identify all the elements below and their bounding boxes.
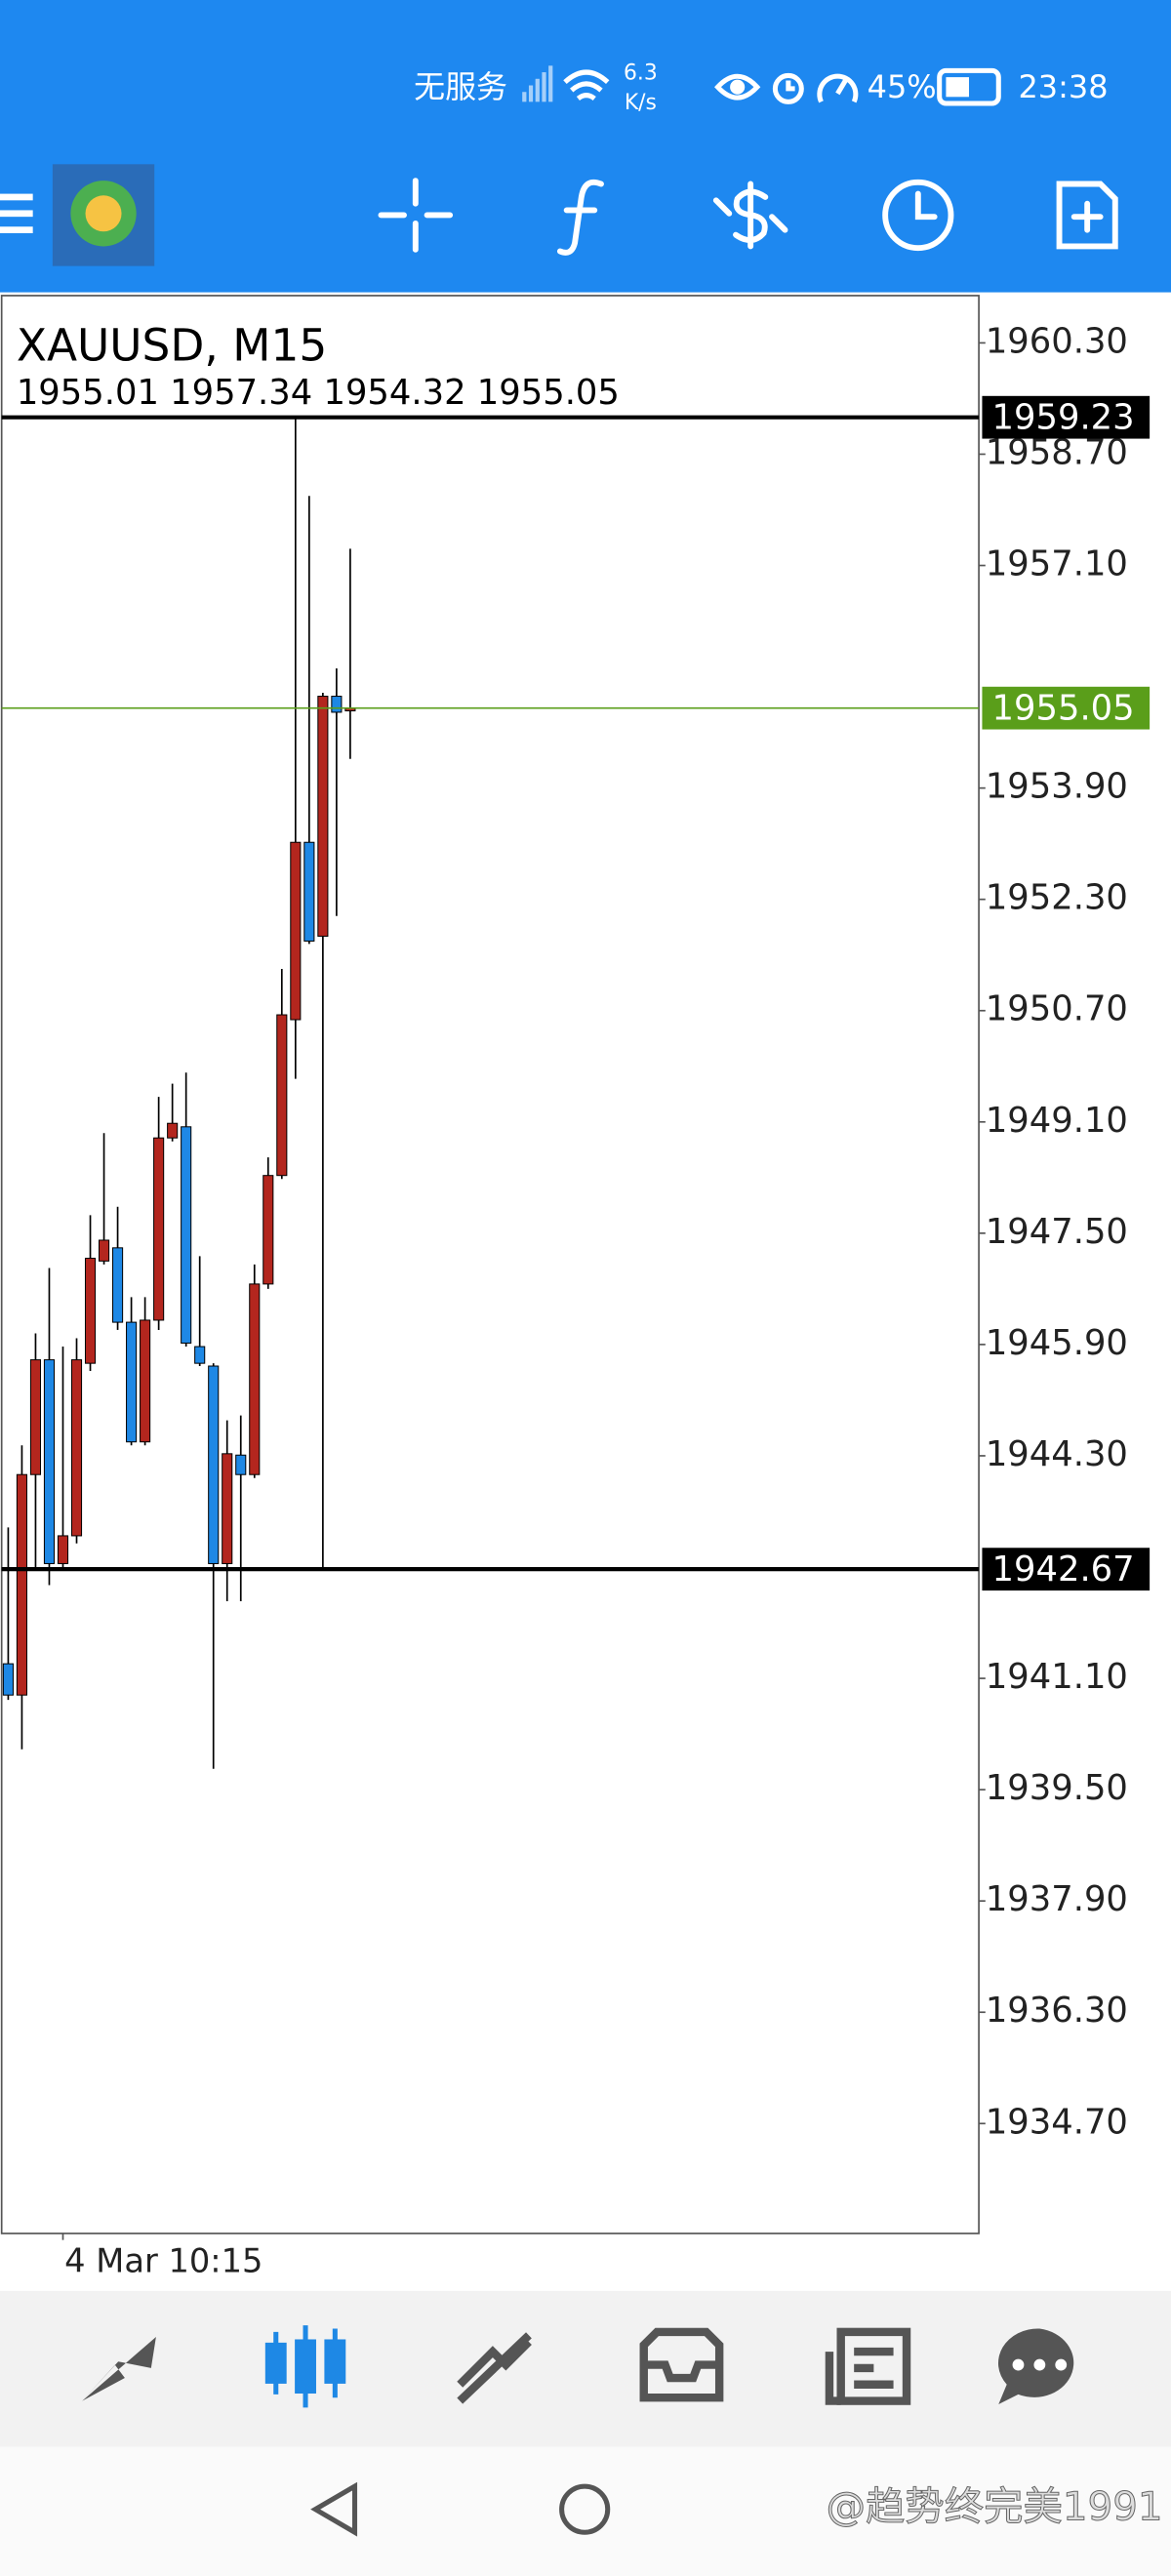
y-tick-label: 1950.70	[986, 989, 1128, 1029]
crosshair-button[interactable]	[378, 178, 454, 253]
y-tick-label: 1947.50	[986, 1212, 1128, 1252]
y-tick-label: 1958.70	[986, 432, 1128, 472]
candle-body	[235, 1454, 247, 1475]
candle-body	[29, 1359, 42, 1475]
y-tick-label: 1941.10	[986, 1657, 1128, 1697]
chart-frame	[0, 295, 980, 2234]
price-label-box	[982, 1548, 1151, 1591]
history-button[interactable]	[882, 179, 954, 252]
trade-button[interactable]	[712, 181, 788, 250]
candle-body	[70, 1359, 83, 1537]
candle-body	[126, 1321, 138, 1443]
candle-body	[84, 1258, 97, 1364]
watermark: @趋势终完美1991	[827, 2484, 1163, 2530]
price-label-box	[982, 686, 1151, 730]
y-tick-label: 1960.30	[986, 321, 1128, 361]
y-tick-label: 1937.90	[986, 1879, 1128, 1919]
x-tick-label: 4 Mar 10:15	[64, 2242, 262, 2280]
candle-body	[317, 696, 329, 937]
y-tick-label: 1949.10	[986, 1101, 1128, 1141]
candle-body	[112, 1247, 124, 1323]
battery-level: 45%	[868, 68, 937, 105]
y-tick-label: 1945.90	[986, 1323, 1128, 1363]
candle-body	[222, 1453, 233, 1564]
nav-chart[interactable]	[264, 2325, 346, 2408]
back-button[interactable]	[310, 2481, 358, 2537]
header-bar	[0, 0, 1171, 293]
candle-body	[194, 1346, 206, 1364]
nav-chat[interactable]	[997, 2328, 1074, 2404]
clock: 23:38	[1018, 68, 1108, 105]
y-tick-label: 1953.90	[986, 767, 1128, 807]
nav-news[interactable]	[825, 2327, 911, 2405]
candle-body	[331, 696, 343, 713]
candle-body	[181, 1126, 192, 1344]
app-icon[interactable]	[52, 164, 155, 266]
price-label: 1955.05	[992, 688, 1135, 728]
home-button[interactable]	[559, 2483, 611, 2535]
candle-body	[2, 1663, 14, 1696]
y-tick-label: 1934.70	[986, 2102, 1128, 2142]
candle-body	[98, 1239, 110, 1262]
candle-body	[167, 1122, 179, 1139]
candle-body	[43, 1359, 56, 1564]
net-speed: 6.3	[624, 61, 658, 86]
wifi-icon	[563, 69, 610, 101]
nav-trade[interactable]	[457, 2332, 532, 2404]
carrier: 无服务	[414, 68, 507, 105]
bottom-nav	[0, 2290, 1171, 2447]
net-speed-unit: K/s	[625, 91, 657, 115]
nav-history[interactable]	[639, 2327, 724, 2402]
y-tick-label: 1936.30	[986, 1991, 1128, 2031]
candle-body	[153, 1137, 165, 1321]
candle-body	[16, 1473, 27, 1696]
new-order-button[interactable]	[1056, 181, 1118, 250]
chart-title: XAUUSD, M15	[17, 319, 327, 371]
y-tick-label: 1952.30	[986, 878, 1128, 918]
candle-body	[57, 1535, 69, 1564]
candle-body	[208, 1365, 220, 1564]
menu-button[interactable]	[0, 193, 33, 233]
y-tick-label: 1939.50	[986, 1768, 1128, 1808]
candle-body	[262, 1175, 274, 1285]
status-icons	[714, 67, 1001, 106]
candle-body	[140, 1319, 151, 1443]
candle-body	[290, 841, 302, 1021]
candle-body	[249, 1283, 261, 1475]
system-nav	[0, 2446, 1171, 2576]
candle-body	[276, 1014, 288, 1177]
signal-icon	[522, 65, 553, 102]
indicators-button[interactable]	[556, 179, 604, 256]
candle-body	[303, 841, 315, 942]
price-label: 1942.67	[992, 1550, 1135, 1590]
y-tick-label: 1957.10	[986, 544, 1128, 584]
price-label: 1959.23	[992, 397, 1135, 437]
plot: 1960.30 1958.70 1957.10 1953.90 1952.30 1950.…	[1, 321, 1151, 2280]
ohlc-readout: 1955.01 1957.34 1954.32 1955.05	[17, 373, 620, 413]
price-label-box	[982, 395, 1151, 439]
y-tick-label: 1944.30	[986, 1434, 1128, 1474]
